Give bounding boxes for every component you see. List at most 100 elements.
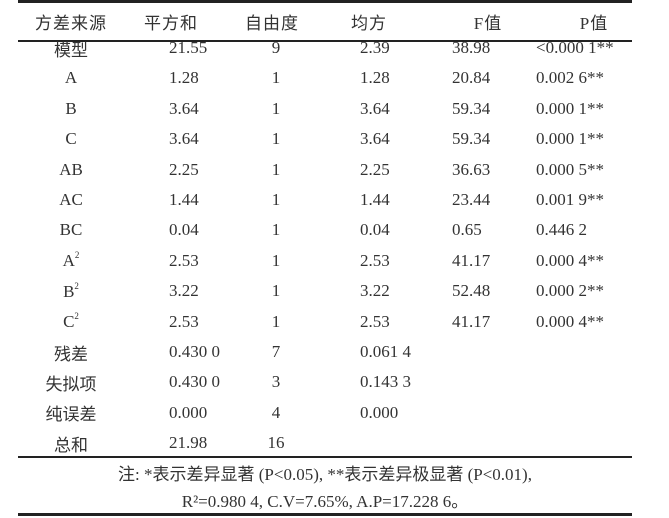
cell-source: AC <box>59 190 83 209</box>
table-row: 模型 21.55 9 2.39 38.98 <0.000 1** <box>18 33 632 63</box>
cell-ms: 2.25 <box>360 159 390 179</box>
cell-ms: 2.53 <box>360 250 390 270</box>
cell-ss: 2.25 <box>169 159 199 179</box>
source-label: B <box>63 281 75 301</box>
cell-source: AB <box>59 159 83 179</box>
header-p: P值 <box>579 13 609 33</box>
cell-ms: 1.28 <box>360 68 390 88</box>
table-row: 残差 0.430 0 7 0.061 4 <box>18 337 632 367</box>
cell-source: A2 <box>18 250 124 271</box>
cell-p: 0.000 2** <box>536 281 604 301</box>
header-ms: 均方 <box>351 13 387 33</box>
table-row: C 3.64 1 3.64 59.34 0.000 1** <box>18 124 632 154</box>
cell-df: 3 <box>271 372 281 392</box>
cell-source: 残差 <box>54 344 88 364</box>
cell-ss: 3.64 <box>169 98 199 118</box>
table-row: BC 0.04 1 0.04 0.65 0.446 2 <box>18 215 632 245</box>
cell-p: 0.000 1** <box>536 98 604 118</box>
header-source: 方差来源 <box>35 13 107 33</box>
cell-p: 0.001 9** <box>536 190 604 209</box>
cell-ms: 2.39 <box>360 38 390 57</box>
top-rule <box>18 0 632 3</box>
cell-p: 0.000 5** <box>536 159 604 179</box>
cell-ss: 3.64 <box>169 129 199 149</box>
cell-p: 0.000 1** <box>536 129 604 149</box>
cell-ss: 3.22 <box>169 281 199 301</box>
cell-ss: 21.98 <box>169 433 208 453</box>
cell-df: 1 <box>271 129 281 149</box>
cell-ss: 0.430 0 <box>169 372 220 392</box>
table-row: 总和 21.98 16 <box>18 428 632 458</box>
cell-f: 59.34 <box>452 129 491 149</box>
cell-f: 0.65 <box>452 220 482 240</box>
table-row: AB 2.25 1 2.25 36.63 0.000 5** <box>18 155 632 185</box>
cell-f: 23.44 <box>452 190 491 209</box>
table-row: C2 2.53 1 2.53 41.17 0.000 4** <box>18 307 632 337</box>
cell-ms: 2.53 <box>360 311 390 331</box>
cell-f: 41.17 <box>452 250 491 270</box>
cell-df: 1 <box>271 220 281 240</box>
cell-source: 模型 <box>54 40 88 60</box>
cell-source: 纯误差 <box>45 405 97 425</box>
cell-p: 0.000 4** <box>536 250 604 270</box>
bottom-rule <box>18 513 632 516</box>
header-rule <box>18 40 632 42</box>
source-label: C <box>63 312 75 332</box>
cell-ss: 21.55 <box>169 38 208 57</box>
table-row: AC 1.44 1 1.44 23.44 0.001 9** <box>18 185 632 215</box>
cell-df: 1 <box>271 281 281 301</box>
table-row: 纯误差 0.000 4 0.000 <box>18 398 632 428</box>
cell-df: 1 <box>271 250 281 270</box>
table-row: B2 3.22 1 3.22 52.48 0.000 2** <box>18 276 632 306</box>
note-line-1: 注: *表示差异显著 (P<0.05), **表示差异极显著 (P<0.01), <box>118 465 532 484</box>
cell-f: 41.17 <box>452 311 491 331</box>
cell-source: C2 <box>18 311 124 332</box>
note-line-2: R²=0.980 4, C.V=7.65%, A.P=17.228 6。 <box>181 492 469 511</box>
cell-ss: 0.04 <box>169 220 199 240</box>
cell-source: A <box>64 68 78 88</box>
cell-ms: 3.64 <box>360 98 390 118</box>
superscript: 2 <box>74 311 79 322</box>
cell-f: 59.34 <box>452 98 491 118</box>
superscript: 2 <box>74 250 80 261</box>
cell-ss: 0.430 0 <box>169 342 220 361</box>
cell-ms: 3.22 <box>360 281 390 301</box>
cell-df: 4 <box>271 402 281 422</box>
cell-df: 1 <box>271 311 281 331</box>
note-rule <box>18 456 632 458</box>
cell-source: C <box>65 129 77 149</box>
cell-p: <0.000 1** <box>536 38 614 57</box>
cell-source: BC <box>59 220 83 240</box>
cell-df: 1 <box>271 68 281 88</box>
cell-p: 0.446 2 <box>536 220 587 240</box>
cell-df: 9 <box>271 38 281 57</box>
header-f: F值 <box>473 13 503 33</box>
cell-df: 7 <box>271 342 281 361</box>
cell-source: 总和 <box>54 435 88 455</box>
cell-f: 38.98 <box>452 38 491 57</box>
source-label: A <box>62 251 75 271</box>
cell-df: 1 <box>271 159 281 179</box>
cell-ss: 2.53 <box>169 250 199 270</box>
cell-source: B2 <box>18 281 124 302</box>
cell-ss: 0.000 <box>169 402 208 422</box>
cell-ms: 0.000 <box>360 402 399 422</box>
cell-f: 36.63 <box>452 159 491 179</box>
header-df: 自由度 <box>245 13 299 33</box>
cell-ms: 0.061 4 <box>360 342 411 361</box>
cell-ms: 3.64 <box>360 129 390 149</box>
cell-p: 0.002 6** <box>536 68 604 88</box>
table-row: B 3.64 1 3.64 59.34 0.000 1** <box>18 94 632 124</box>
table-row: 失拟项 0.430 0 3 0.143 3 <box>18 367 632 397</box>
cell-p: 0.000 4** <box>536 311 604 331</box>
cell-f: 20.84 <box>452 68 491 88</box>
cell-ms: 0.143 3 <box>360 372 411 392</box>
superscript: 2 <box>74 280 79 291</box>
cell-ss: 1.44 <box>169 190 199 209</box>
cell-f: 52.48 <box>452 281 491 301</box>
cell-df: 16 <box>267 433 285 453</box>
header-ss: 平方和 <box>144 13 198 33</box>
cell-df: 1 <box>271 98 281 118</box>
cell-ms: 0.04 <box>360 220 390 240</box>
cell-source: 失拟项 <box>45 374 97 394</box>
